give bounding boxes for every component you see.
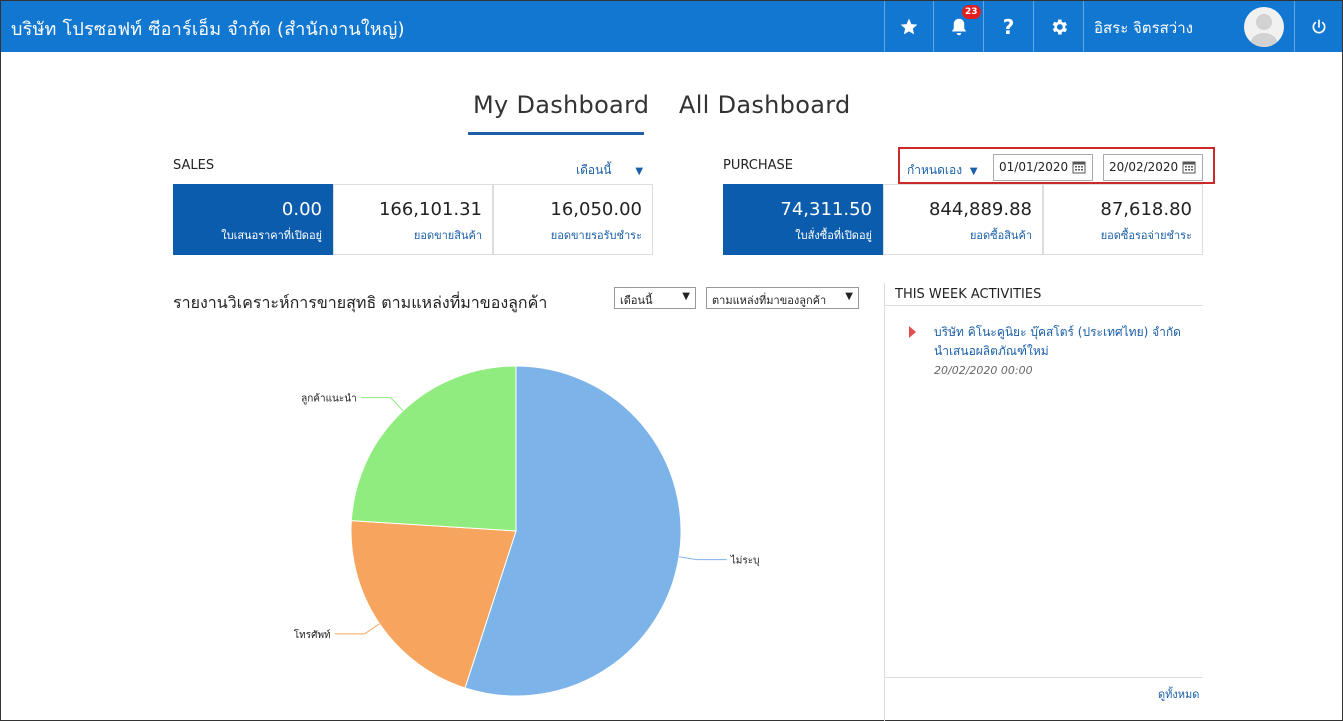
settings-button[interactable] bbox=[1034, 1, 1083, 52]
sales-card-open-quotations[interactable]: 0.00 ใบเสนอราคาที่เปิดอยู่ bbox=[173, 184, 333, 255]
activity-bullet-icon bbox=[909, 326, 916, 338]
avatar[interactable] bbox=[1244, 7, 1284, 47]
divider bbox=[983, 1, 984, 52]
caret-down-icon: ▼ bbox=[969, 166, 978, 177]
logout-button[interactable] bbox=[1295, 1, 1342, 52]
bell-icon bbox=[951, 18, 966, 35]
highlight-frame bbox=[898, 147, 1215, 184]
pie-slice[interactable] bbox=[350, 520, 517, 689]
active-tab-indicator bbox=[468, 132, 644, 135]
card-value: 0.00 bbox=[281, 199, 322, 220]
card-label: ยอดซื้อรอจ่ายชำระ bbox=[1100, 229, 1192, 242]
divider bbox=[884, 1, 885, 52]
divider bbox=[1294, 1, 1295, 52]
top-bar: บริษัท โปรซอฟท์ ซีอาร์เอ็ม จำกัด (สำนักง… bbox=[1, 1, 1342, 52]
card-value: 74,311.50 bbox=[780, 199, 872, 220]
activities-title: THIS WEEK ACTIVITIES bbox=[895, 287, 1042, 302]
favorites-button[interactable] bbox=[885, 1, 933, 52]
activity-item-date: 20/02/2020 00:00 bbox=[934, 364, 1033, 377]
pie-slice-label: ลูกค้าแนะนำ bbox=[301, 393, 357, 405]
select-value: เดือนนี้ bbox=[620, 294, 653, 307]
date-from-field[interactable]: 01/01/2020 bbox=[993, 154, 1093, 181]
card-label: ใบเสนอราคาที่เปิดอยู่ bbox=[221, 229, 322, 242]
tab-my-dashboard[interactable]: My Dashboard bbox=[473, 91, 650, 119]
pie-slice-label: ไม่ระบุ bbox=[730, 555, 760, 567]
sales-card-product-sales[interactable]: 166,101.31 ยอดขายสินค้า bbox=[333, 184, 493, 255]
purchase-section-title: PURCHASE bbox=[723, 158, 793, 173]
star-icon bbox=[900, 18, 918, 34]
purchase-card-product-purchases[interactable]: 844,889.88 ยอดซื้อสินค้า bbox=[883, 184, 1043, 255]
card-value: 16,050.00 bbox=[550, 199, 642, 220]
divider bbox=[933, 1, 934, 52]
card-value: 166,101.31 bbox=[378, 199, 482, 220]
notification-count-badge: 23 bbox=[962, 5, 981, 19]
user-name[interactable]: อิสระ จิตรสว่าง bbox=[1094, 19, 1193, 37]
pie-label-connector bbox=[360, 397, 404, 412]
report-title: รายงานวิเคราะห์การขายสุทธิ ตามแหล่งที่มา… bbox=[173, 293, 548, 312]
notifications-button[interactable] bbox=[934, 1, 983, 52]
gear-icon bbox=[1052, 19, 1067, 34]
divider bbox=[1033, 1, 1034, 52]
sales-period-dropdown[interactable]: เดือนนี้ ▼ bbox=[576, 161, 643, 180]
card-value: 87,618.80 bbox=[1100, 199, 1192, 220]
date-to-value: 20/02/2020 bbox=[1109, 160, 1179, 174]
pie-label-connector bbox=[334, 623, 380, 635]
purchase-card-open-orders[interactable]: 74,311.50 ใบสั่งซื้อที่เปิดอยู่ bbox=[723, 184, 883, 255]
card-label: ยอดขายสินค้า bbox=[413, 229, 482, 242]
date-from-value: 01/01/2020 bbox=[999, 160, 1069, 174]
pie-slice[interactable] bbox=[350, 365, 517, 532]
date-to-field[interactable]: 20/02/2020 bbox=[1103, 154, 1203, 181]
divider bbox=[885, 677, 1203, 678]
caret-down-icon: ▼ bbox=[635, 166, 644, 177]
report-group-select[interactable]: ตามแหล่งที่มาของลูกค้า ▼ bbox=[706, 287, 859, 309]
sales-card-receivables[interactable]: 16,050.00 ยอดขายรอรับชำระ bbox=[493, 184, 653, 255]
caret-down-icon: ▼ bbox=[845, 291, 853, 302]
activities-panel bbox=[884, 283, 1204, 721]
activity-item-link[interactable]: บริษัท คิโนะคูนิยะ บุ๊คสโตร์ (ประเทศไทย)… bbox=[934, 325, 1181, 358]
pie-chart: ไม่ระบุโทรศัพท์ ลูกค้าแนะนำ bbox=[294, 365, 760, 697]
report-period-select[interactable]: เดือนนี้ ▼ bbox=[614, 287, 696, 309]
company-name: บริษัท โปรซอฟท์ ซีอาร์เอ็ม จำกัด (สำนักง… bbox=[11, 19, 405, 40]
user-icon bbox=[1249, 14, 1279, 47]
purchase-card-payables[interactable]: 87,618.80 ยอดซื้อรอจ่ายชำระ bbox=[1043, 184, 1203, 255]
power-icon bbox=[1312, 19, 1325, 33]
purchase-period-dropdown[interactable]: กำหนดเอง ▼ bbox=[907, 161, 978, 180]
pie-label-connector bbox=[678, 556, 727, 561]
select-value: ตามแหล่งที่มาของลูกค้า bbox=[712, 294, 827, 307]
card-label: ยอดซื้อสินค้า bbox=[969, 229, 1032, 242]
sales-section-title: SALES bbox=[173, 158, 215, 173]
calendar-icon[interactable] bbox=[1182, 160, 1196, 174]
pie-slice-label: โทรศัพท์ bbox=[294, 628, 331, 641]
tab-all-dashboard[interactable]: All Dashboard bbox=[679, 91, 851, 119]
view-all-link[interactable]: ดูทั้งหมด bbox=[1158, 688, 1200, 701]
card-value: 844,889.88 bbox=[928, 199, 1032, 220]
calendar-icon[interactable] bbox=[1072, 160, 1086, 174]
card-label: ยอดขายรอรับชำระ bbox=[550, 229, 642, 242]
help-button[interactable]: ? bbox=[984, 1, 1033, 52]
help-icon: ? bbox=[1002, 14, 1015, 39]
card-label: ใบสั่งซื้อที่เปิดอยู่ bbox=[795, 229, 872, 242]
divider bbox=[885, 305, 1203, 306]
divider bbox=[1083, 1, 1084, 52]
purchase-period-label: กำหนดเอง bbox=[907, 163, 963, 177]
caret-down-icon: ▼ bbox=[682, 291, 690, 302]
sales-period-label: เดือนนี้ bbox=[576, 163, 612, 177]
